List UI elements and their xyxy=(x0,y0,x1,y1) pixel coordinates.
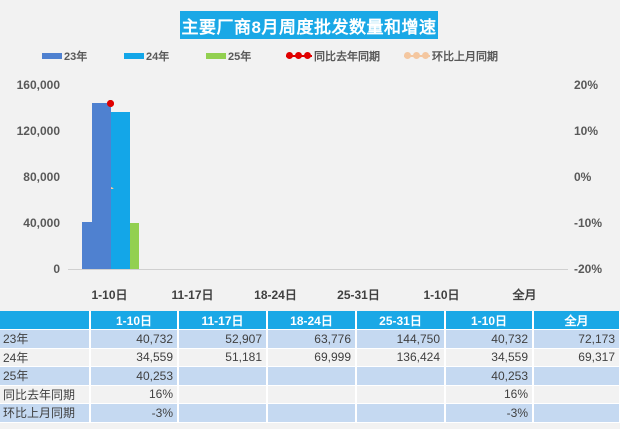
table-row: 23年 40,732 52,907 63,776 144,750 40,732 … xyxy=(0,329,620,349)
legend-label: 23年 xyxy=(64,51,88,63)
legend-label: 24年 xyxy=(146,51,170,63)
x-tick: 18-24日 xyxy=(254,288,297,302)
y-tick-left: 40,000 xyxy=(23,216,60,230)
legend-label: 环比上月同期 xyxy=(432,51,498,63)
table-cell: 144,750 xyxy=(356,329,446,349)
legend-label: 25年 xyxy=(228,51,252,63)
legend-item-25: 25年 xyxy=(206,48,251,64)
bar-swatch-icon xyxy=(124,53,144,59)
legend-item-yoy: 同比去年同期 xyxy=(286,48,380,64)
line-marker-icon xyxy=(286,51,312,61)
table-cell: 136,424 xyxy=(356,348,446,367)
bar-23年 xyxy=(91,186,111,269)
legend-item-mom: 环比上月同期 xyxy=(404,48,498,64)
table-cell: 63,776 xyxy=(267,329,357,349)
table-header-cell: 1-10日 xyxy=(90,311,179,330)
y-tick-left: 80,000 xyxy=(23,170,60,184)
y-tick-left: 160,000 xyxy=(16,78,60,92)
bar-24年 xyxy=(110,189,130,269)
table-cell: 69,999 xyxy=(267,348,357,367)
line-marker-icon xyxy=(404,51,430,61)
y-tick-left: 0 xyxy=(53,262,60,276)
table-row: 环比上月同期 -3% -3% xyxy=(0,403,620,423)
table-header-cell: 全月 xyxy=(533,311,620,330)
row-label: 同比去年同期 xyxy=(0,385,91,404)
table-cell: -3% xyxy=(445,403,534,423)
table-cell xyxy=(533,385,620,404)
table-cell xyxy=(533,403,620,423)
marker-同比去年同期 xyxy=(107,99,114,107)
x-tick: 11-17日 xyxy=(171,288,214,302)
table-cell: 40,253 xyxy=(90,366,179,386)
table-cell: 40,732 xyxy=(90,329,179,349)
table-cell xyxy=(356,403,446,423)
table-cell: 40,253 xyxy=(445,366,534,386)
table-cell xyxy=(178,366,268,386)
table-cell: 16% xyxy=(90,385,179,404)
table-cell xyxy=(267,385,357,404)
y-tick-right: -10% xyxy=(574,216,603,230)
table-header-cell: 11-17日 xyxy=(178,311,268,330)
table-header-cell: 18-24日 xyxy=(267,311,357,330)
y-tick-right: 0% xyxy=(574,170,592,184)
row-label: 24年 xyxy=(0,348,91,367)
x-tick: 1-10日 xyxy=(91,288,128,302)
table-cell: 51,181 xyxy=(178,348,268,367)
table-cell: 72,173 xyxy=(533,329,620,349)
bar-swatch-icon xyxy=(42,53,62,59)
chart-title: 主要厂商8月周度批发数量和增速 xyxy=(180,11,438,39)
table-cell: 52,907 xyxy=(178,329,268,349)
table-row: 同比去年同期 16% 16% xyxy=(0,385,620,404)
table-header-cell xyxy=(0,311,91,330)
legend-label: 同比去年同期 xyxy=(314,51,380,63)
table-header-cell: 25-31日 xyxy=(356,311,446,330)
table-row: 25年 40,253 40,253 xyxy=(0,366,620,386)
table-header-row: 1-10日 11-17日 18-24日 25-31日 1-10日 全月 xyxy=(0,311,620,330)
table-cell xyxy=(356,366,446,386)
table-cell xyxy=(267,403,357,423)
y-tick-left: 120,000 xyxy=(16,124,60,138)
x-tick: 全月 xyxy=(512,288,537,302)
table-cell: 40,732 xyxy=(445,329,534,349)
legend-item-23: 23年 xyxy=(42,48,87,64)
table-cell: 69,317 xyxy=(533,348,620,367)
row-label: 25年 xyxy=(0,366,91,386)
y-tick-right: 20% xyxy=(574,78,599,92)
table-cell xyxy=(533,366,620,386)
table-cell: 34,559 xyxy=(90,348,179,367)
table-cell xyxy=(178,385,268,404)
row-label: 环比上月同期 xyxy=(0,403,91,423)
x-axis-line xyxy=(68,269,568,270)
x-tick: 25-31日 xyxy=(337,288,380,302)
table-cell xyxy=(267,366,357,386)
data-table: 1-10日 11-17日 18-24日 25-31日 1-10日 全月 23年 … xyxy=(0,311,620,423)
table-cell: 16% xyxy=(445,385,534,404)
y-tick-right: -20% xyxy=(574,262,603,276)
x-tick: 1-10日 xyxy=(423,288,460,302)
chart-legend: 23年 24年 25年 同比去年同期 环比上月同期 xyxy=(0,48,620,64)
table-cell: -3% xyxy=(90,403,179,423)
table-header-cell: 1-10日 xyxy=(445,311,534,330)
table-row: 24年 34,559 51,181 69,999 136,424 34,559 … xyxy=(0,348,620,367)
legend-item-24: 24年 xyxy=(124,48,169,64)
bar-swatch-icon xyxy=(206,53,226,59)
table-cell: 34,559 xyxy=(445,348,534,367)
table-cell xyxy=(356,385,446,404)
row-label: 23年 xyxy=(0,329,91,349)
y-tick-right: 10% xyxy=(574,124,599,138)
table-cell xyxy=(178,403,268,423)
